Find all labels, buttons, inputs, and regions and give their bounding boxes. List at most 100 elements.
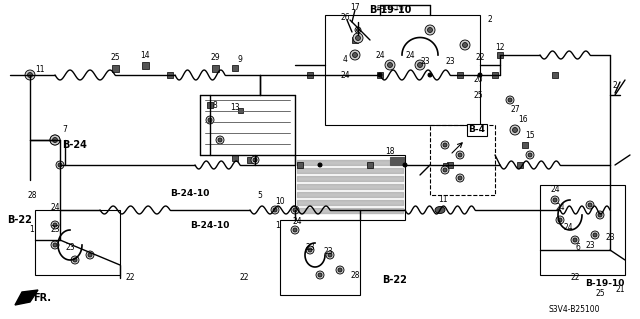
Circle shape [456,174,464,182]
Circle shape [253,158,257,162]
Circle shape [338,268,342,272]
Circle shape [593,233,597,237]
Text: 14: 14 [140,50,150,60]
Circle shape [415,60,425,70]
Circle shape [318,163,322,167]
Bar [447,162,453,168]
Text: 4: 4 [342,56,348,64]
Circle shape [271,206,279,214]
Text: 11: 11 [35,65,45,75]
Circle shape [526,151,534,159]
Circle shape [308,248,312,252]
Circle shape [591,231,599,239]
Circle shape [293,208,297,212]
Circle shape [52,137,58,143]
Text: 23: 23 [323,248,333,256]
Circle shape [428,27,433,33]
Text: 23: 23 [305,243,315,253]
Circle shape [425,25,435,35]
Text: 28: 28 [350,271,360,279]
Bar [367,162,373,168]
Circle shape [50,135,60,145]
Text: 9: 9 [237,56,243,64]
Bar [35,210,120,275]
Circle shape [478,73,482,77]
Bar [325,15,480,125]
Circle shape [52,137,58,143]
Text: 13: 13 [230,103,240,113]
Bar [280,220,360,295]
Bar [307,72,313,78]
Circle shape [28,72,33,78]
Circle shape [216,136,224,144]
Bar [552,72,558,78]
Text: 5: 5 [257,190,262,199]
Text: 23: 23 [50,226,60,234]
Bar [430,125,495,195]
Text: 1: 1 [276,220,280,229]
Bar [211,64,218,71]
Circle shape [513,128,518,132]
Bar [497,52,503,58]
Text: 22: 22 [570,273,580,283]
Circle shape [293,228,297,232]
Circle shape [356,28,360,32]
Circle shape [586,201,594,209]
Text: 25: 25 [110,54,120,63]
Circle shape [25,70,35,80]
Circle shape [596,211,604,219]
Text: 1: 1 [29,226,35,234]
Circle shape [528,153,532,157]
Circle shape [291,226,299,234]
Circle shape [428,73,432,77]
Circle shape [316,271,324,279]
Bar [522,142,528,148]
Circle shape [51,241,59,249]
Text: 10: 10 [275,197,285,206]
Text: 26: 26 [340,13,350,23]
Text: 18: 18 [385,147,395,157]
Bar [540,185,625,275]
Circle shape [53,243,57,247]
Text: 12: 12 [495,43,505,53]
Circle shape [353,53,358,57]
Circle shape [218,138,222,142]
Text: 22: 22 [239,273,249,283]
Text: 24: 24 [555,204,565,212]
Text: 27: 27 [510,106,520,115]
Circle shape [71,256,79,264]
Text: B-22: B-22 [383,275,408,285]
Circle shape [326,251,334,259]
Bar [232,155,238,161]
Circle shape [573,238,577,242]
Ellipse shape [435,206,445,213]
Bar [141,62,148,69]
Circle shape [355,27,361,33]
Text: 22: 22 [125,273,135,283]
Bar [517,162,523,168]
Circle shape [508,98,512,102]
Bar [247,157,253,163]
Bar [297,162,303,168]
Text: FR.: FR. [33,293,51,303]
Text: B-4: B-4 [468,125,486,135]
Bar [207,102,213,108]
Text: 24: 24 [340,70,350,79]
Text: 3: 3 [253,155,257,165]
Text: B-19-10: B-19-10 [376,5,404,11]
Circle shape [598,213,602,217]
Circle shape [206,116,214,124]
Circle shape [588,203,592,207]
Text: 7: 7 [63,125,67,135]
Circle shape [460,40,470,50]
Text: 24: 24 [292,218,302,226]
Bar [442,162,447,167]
Circle shape [387,63,392,68]
Text: 22: 22 [476,54,484,63]
Circle shape [510,125,520,135]
Circle shape [443,143,447,147]
Text: B-24-10: B-24-10 [190,220,230,229]
Text: 11: 11 [438,196,448,204]
Text: 23: 23 [65,243,75,253]
Circle shape [385,60,395,70]
